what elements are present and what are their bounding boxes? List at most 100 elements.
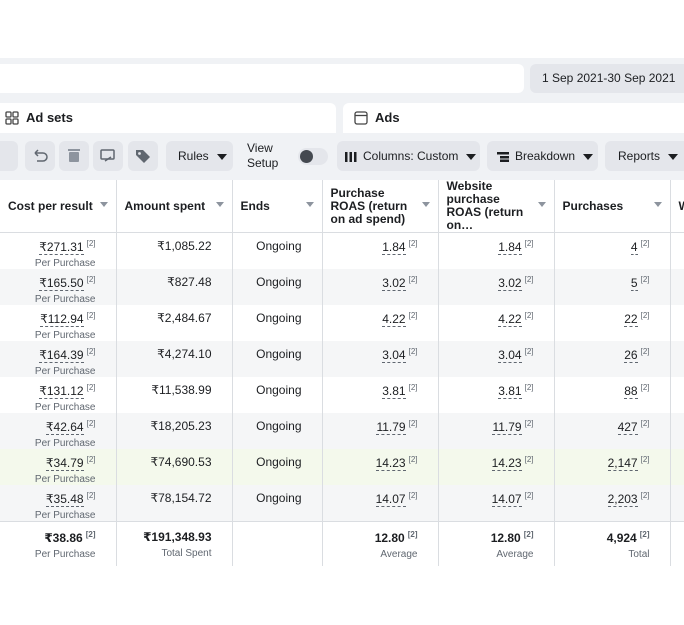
- cell: ₹164.39 [2] Per Purchase: [0, 341, 117, 377]
- cell: 12.80 [2] Average: [438, 521, 555, 566]
- cell-value: ₹1,085.22: [157, 239, 212, 253]
- cell: Ongoing: [232, 449, 323, 485]
- column-header: Ends: [232, 180, 323, 233]
- columns-button[interactable]: Columns: Custom: [337, 141, 480, 171]
- cell-value: 3.04: [498, 348, 522, 363]
- cell-main: 2,203 [2]: [561, 491, 650, 507]
- cell-value: ₹2,484.67: [157, 311, 212, 325]
- cell-main: 1.84 [2]: [329, 239, 418, 255]
- rules-button[interactable]: Rules: [166, 141, 233, 171]
- view-setup-label: View Setup: [247, 141, 279, 170]
- breakdown-button[interactable]: Breakdown: [487, 141, 598, 171]
- cell-value: 14.07: [491, 492, 522, 507]
- cell: Ongoing: [232, 485, 323, 522]
- cell: 2,147 [2]: [554, 449, 671, 485]
- cell-main: 26 [2]: [561, 347, 650, 363]
- cell: ₹827.48: [116, 269, 233, 305]
- cell-main: ₹2,484.67: [123, 311, 212, 325]
- cell: Ongoing: [232, 269, 323, 305]
- cell: ₹112.94 [2] Per Purchase: [0, 305, 117, 341]
- cell: ₹34.79 [2] Per Purchase: [0, 449, 117, 485]
- cell: ₹271.31 [2] Per Purchase: [0, 232, 117, 269]
- info-note: [2]: [640, 239, 650, 248]
- cell-value: ₹35.48: [45, 492, 84, 507]
- undo-button[interactable]: [25, 141, 55, 171]
- export-button[interactable]: [93, 141, 123, 171]
- cell-value: 14.23: [491, 456, 522, 471]
- cell-value: Ongoing: [256, 311, 302, 325]
- search-box[interactable]: [0, 64, 524, 93]
- cell-main: ₹42.64 [2]: [6, 419, 96, 435]
- info-note: [2]: [86, 455, 96, 464]
- tab-ad-sets[interactable]: Ad sets: [0, 103, 336, 133]
- date-picker[interactable]: 1 Sep 2021-30 Sep 2021: [530, 64, 684, 111]
- column-header: Cost per result: [0, 180, 117, 233]
- table-row: ₹42.64 [2] Per Purchase ₹18,205.23 Ongoing 11…: [0, 413, 684, 449]
- cell-value: 3.02: [382, 276, 406, 291]
- cell: 2,203 [2]: [554, 485, 671, 522]
- cell: ₹18,205.23: [116, 413, 233, 449]
- cell: [670, 449, 684, 485]
- cell: 5 [2]: [554, 269, 671, 305]
- cell-main: ₹34.79 [2]: [6, 455, 96, 471]
- cell-caption: Per Purchase: [34, 402, 96, 413]
- cell-main: ₹164.39 [2]: [6, 347, 96, 363]
- cell-caption: Average: [380, 549, 418, 560]
- cell-value: ₹78,154.72: [150, 491, 212, 505]
- cell-value: 3.81: [382, 384, 406, 399]
- info-note: [2]: [640, 383, 650, 392]
- cell-value: ₹74,690.53: [150, 455, 212, 469]
- cell: 11.79 [2]: [438, 413, 555, 449]
- duplicate-button[interactable]: [0, 141, 18, 171]
- cell: [670, 269, 684, 305]
- cell-caption: Total Spent: [161, 548, 212, 559]
- info-note: [2]: [639, 530, 650, 539]
- info-note: [2]: [408, 491, 418, 500]
- sort-caret: [653, 202, 662, 207]
- tab-ads[interactable]: Ads: [343, 103, 684, 133]
- date-range: 1 Sep 2021-30 Sep 2021: [542, 71, 676, 85]
- cell-main: 3.81 [2]: [329, 383, 418, 399]
- cell-value: ₹827.48: [167, 275, 212, 289]
- info-note: [2]: [524, 383, 534, 392]
- cell-main: 14.23 [2]: [445, 455, 534, 471]
- cell-main: ₹74,690.53: [123, 455, 212, 469]
- column-header: Purchase ROAS (return on ad spend): [322, 180, 439, 233]
- cell-main: 2,147 [2]: [561, 455, 650, 471]
- cell: 427 [2]: [554, 413, 671, 449]
- reports-button[interactable]: Reports: [605, 141, 684, 171]
- info-note: [2]: [524, 347, 534, 356]
- info-note: [2]: [408, 347, 418, 356]
- cell-caption: Per Purchase: [34, 366, 96, 377]
- totals-row: ₹38.86 [2] Per Purchase ₹191,348.93 Total Sp…: [0, 521, 684, 566]
- cell-value: 3.04: [382, 348, 406, 363]
- cell-main: 14.23 [2]: [329, 455, 418, 471]
- info-note: [2]: [408, 311, 418, 320]
- cell-value: ₹18,205.23: [150, 419, 212, 433]
- cell-main: 14.07 [2]: [445, 491, 534, 507]
- table-row: ₹131.12 [2] Per Purchase ₹11,538.99 Ongoing 3…: [0, 377, 684, 413]
- cell-main: Ongoing: [239, 491, 302, 505]
- cell: Ongoing: [232, 341, 323, 377]
- cell: 3.04 [2]: [438, 341, 555, 377]
- cell: [232, 521, 323, 566]
- view-setup-toggle[interactable]: [298, 148, 328, 165]
- info-note: [2]: [85, 530, 96, 539]
- cell-main: 3.04 [2]: [445, 347, 534, 363]
- cell: ₹42.64 [2] Per Purchase: [0, 413, 117, 449]
- tag-button[interactable]: [128, 141, 158, 171]
- cell: ₹78,154.72: [116, 485, 233, 522]
- cell-value: Ongoing: [256, 419, 302, 433]
- cell-main: 5 [2]: [561, 275, 650, 291]
- cell: 3.81 [2]: [322, 377, 439, 413]
- delete-button[interactable]: [59, 141, 89, 171]
- cell-value: Ongoing: [256, 491, 302, 505]
- info-note: [2]: [86, 383, 96, 392]
- cell-main: 12.80 [2]: [445, 530, 534, 545]
- cell: Ongoing: [232, 377, 323, 413]
- cell: 14.23 [2]: [438, 449, 555, 485]
- cell: 4.22 [2]: [438, 305, 555, 341]
- export-icon: [100, 149, 115, 162]
- cell-value: ₹271.31: [39, 240, 84, 255]
- cell-caption: Per Purchase: [34, 510, 96, 521]
